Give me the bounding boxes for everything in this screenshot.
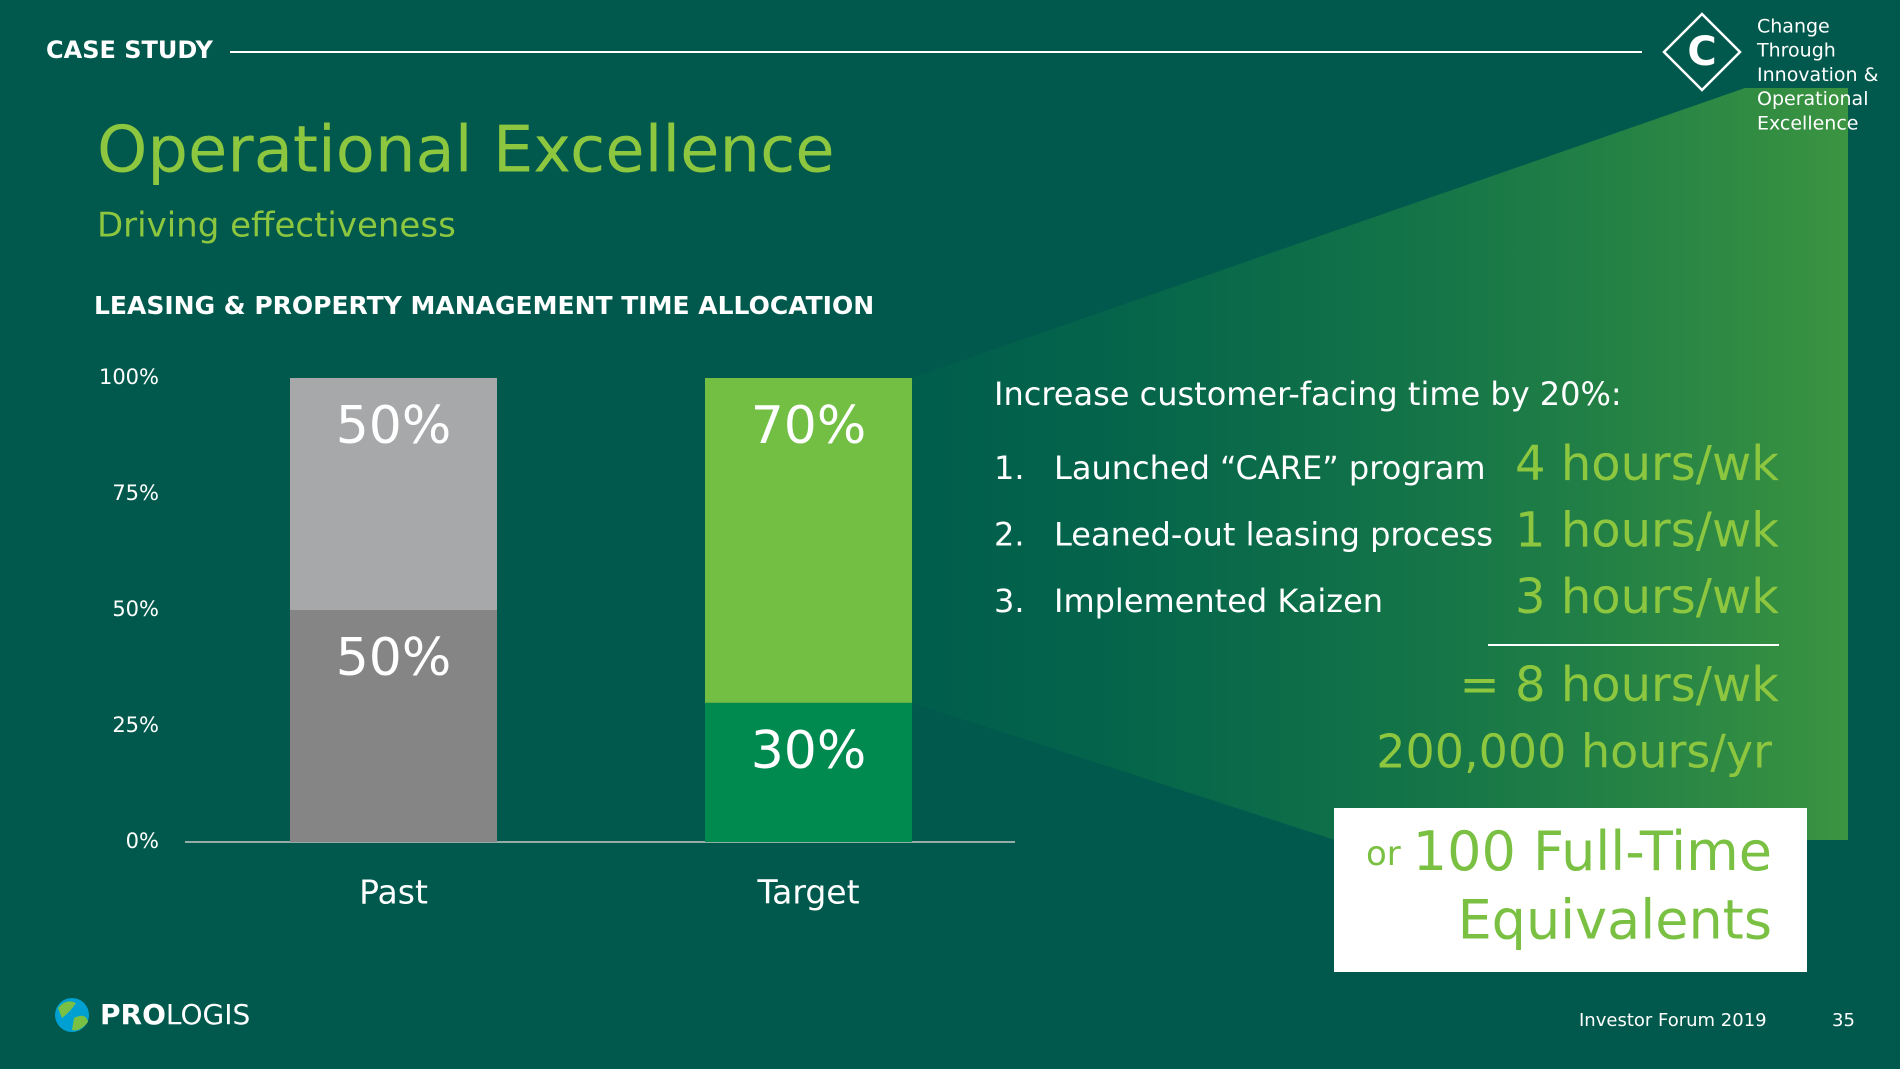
annual: 200,000 hours/yr <box>1376 725 1772 779</box>
badge-line: Through <box>1756 40 1836 62</box>
value-label: 50% <box>336 628 452 688</box>
logo-rest: LOGIS <box>166 998 250 1031</box>
bar-segment <box>705 702 912 842</box>
item-text: Implemented Kaizen <box>1054 582 1383 620</box>
y-tick-label: 50% <box>112 597 159 621</box>
y-tick-label: 100% <box>99 365 159 389</box>
case-study-label: CASE STUDY <box>46 36 214 64</box>
badge-line: Change <box>1757 16 1830 38</box>
total: = 8 hours/wk <box>1460 657 1780 713</box>
x-tick-label: Target <box>756 873 859 912</box>
value-label: 50% <box>336 396 452 456</box>
item-text: Leaned-out leasing process <box>1054 516 1493 554</box>
slide-title: Operational Excellence <box>97 114 835 188</box>
callout-heading: Increase customer-facing time by 20%: <box>994 375 1622 413</box>
item-value: 1 hours/wk <box>1515 503 1779 559</box>
callout-wedge <box>912 88 1848 840</box>
slide-subtitle: Driving effectiveness <box>97 206 456 246</box>
logo: PROLOGIS <box>100 998 250 1031</box>
logo-bold: PRO <box>100 998 166 1031</box>
bar-segment <box>290 610 497 842</box>
fte-text: 100 Full-Time <box>1413 820 1772 883</box>
badge-line: Operational <box>1757 88 1868 110</box>
event: Investor Forum 2019 <box>1579 1010 1767 1031</box>
item-number: 2. <box>994 516 1025 554</box>
badge-line: Excellence <box>1757 112 1858 134</box>
item-number: 1. <box>994 449 1025 487</box>
item-value: 3 hours/wk <box>1515 569 1779 625</box>
badge-diamond <box>1662 12 1742 92</box>
fte-line: Equivalents <box>1458 889 1772 952</box>
callout-items: 1. Launched “CARE” program 4 hours/wk 2. Lea… <box>994 436 1779 625</box>
bar-segment <box>705 378 912 703</box>
item-text: Launched “CARE” program <box>1054 449 1486 487</box>
page-number: 35 <box>1832 1010 1855 1031</box>
value-label: 30% <box>751 721 867 781</box>
item-value: 4 hours/wk <box>1515 436 1779 492</box>
y-tick-label: 0% <box>126 829 159 853</box>
badge-letter: C <box>1687 29 1716 75</box>
y-tick-label: 25% <box>112 713 159 737</box>
bar-segment <box>290 378 497 610</box>
fte-line: or 100 Full-Time <box>1366 820 1772 883</box>
chart: 0% 25% 50% 75% 100% Past 50% 50% Target 30% 70% <box>99 365 1015 912</box>
fte-prefix: or <box>1366 834 1401 874</box>
chart-title: LEASING & PROPERTY MANAGEMENT TIME ALLOC… <box>94 291 874 320</box>
logo-icon <box>55 998 89 1032</box>
value-label: 70% <box>751 396 867 456</box>
item-number: 3. <box>994 582 1025 620</box>
y-tick-label: 75% <box>112 481 159 505</box>
x-tick-label: Past <box>359 873 428 912</box>
badge-line: Innovation & <box>1757 64 1879 86</box>
fte-box <box>1334 808 1807 972</box>
